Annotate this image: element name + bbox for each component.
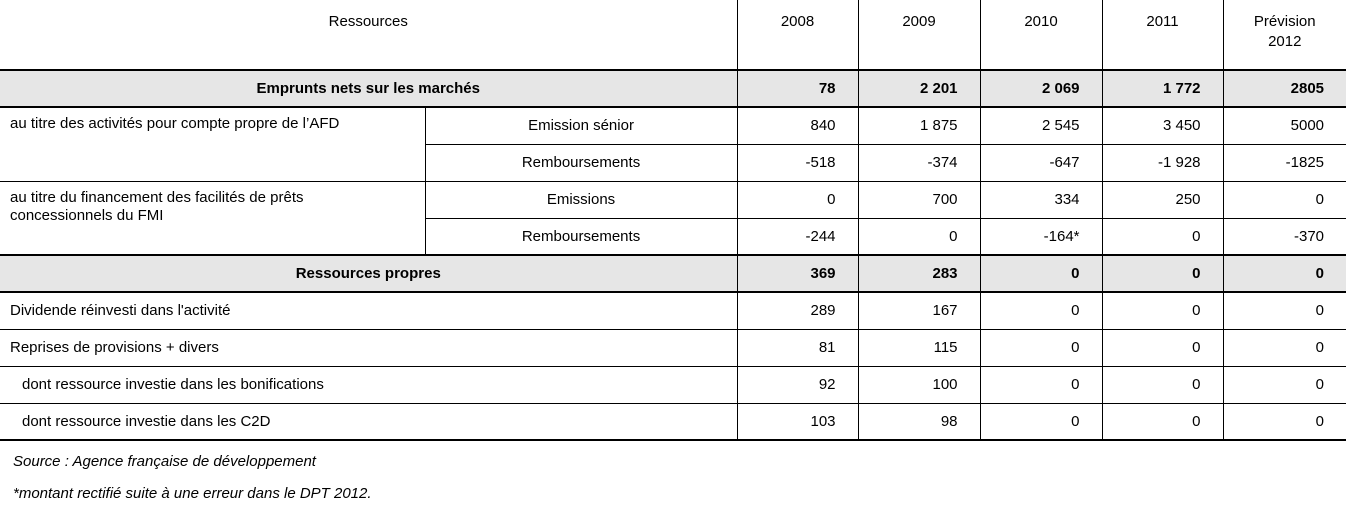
group-label-afd: au titre des activités pour compte propr… <box>0 106 426 182</box>
row-label: Dividende réinvesti dans l'activité <box>0 291 738 330</box>
data-row-remboursements-afd: Remboursements -518 -374 -647 -1 928 -18… <box>0 143 1347 182</box>
cell-value: 2 545 <box>979 106 1103 145</box>
cell-value: 0 <box>1222 180 1347 219</box>
header-prevision-2012-label: Prévision 2012 <box>1253 13 1316 50</box>
cell-value: 0 <box>1222 291 1347 330</box>
cell-value: 2805 <box>1222 69 1347 108</box>
header-year-2008: 2008 <box>736 0 859 71</box>
section-row-emprunts: Emprunts nets sur les marchés 78 2 201 2… <box>0 69 1347 108</box>
cell-value: 167 <box>857 291 981 330</box>
cell-value: -370 <box>1222 217 1347 256</box>
row-sublabel: Emissions <box>424 180 738 219</box>
cell-value: 0 <box>1101 402 1224 441</box>
correction-footnote: *montant rectifié suite à une erreur dan… <box>13 485 372 502</box>
cell-value: -647 <box>979 143 1103 182</box>
row-label: Reprises de provisions + divers <box>0 328 738 367</box>
data-row-emission-senior: au titre des activités pour compte propr… <box>0 106 1347 182</box>
section-row-ressources-propres: Ressources propres 369 283 0 0 0 <box>0 254 1347 293</box>
cell-value: -164* <box>979 217 1103 256</box>
cell-value: 0 <box>979 328 1103 367</box>
row-sublabel: Emission sénior <box>424 106 738 145</box>
data-row-dont-c2d: dont ressource investie dans les C2D 103… <box>0 402 1347 441</box>
section-label: Ressources propres <box>0 254 738 293</box>
cell-value: 1 875 <box>857 106 981 145</box>
cell-value: 2 069 <box>979 69 1103 108</box>
table-header-row: Ressources 2008 2009 2010 2011 Prévision… <box>0 0 1347 71</box>
cell-value: 334 <box>979 180 1103 219</box>
cell-value: 0 <box>979 402 1103 441</box>
header-prevision-2012: Prévision 2012 <box>1222 0 1347 71</box>
cell-value: 0 <box>1101 254 1224 293</box>
cell-value: 5000 <box>1222 106 1347 145</box>
cell-value: 840 <box>736 106 859 145</box>
cell-value: 0 <box>1222 254 1347 293</box>
header-year-2011: 2011 <box>1101 0 1224 71</box>
cell-value: -374 <box>857 143 981 182</box>
cell-value: 92 <box>736 365 859 404</box>
cell-value: 1 772 <box>1101 69 1224 108</box>
cell-value: 0 <box>736 180 859 219</box>
cell-value: -244 <box>736 217 859 256</box>
table-footer: Source : Agence française de développeme… <box>13 453 1351 502</box>
cell-value: 369 <box>736 254 859 293</box>
cell-value: 283 <box>857 254 981 293</box>
cell-value: 78 <box>736 69 859 108</box>
data-row-dividende: Dividende réinvesti dans l'activité 289 … <box>0 291 1347 330</box>
cell-value: -1 928 <box>1101 143 1224 182</box>
cell-value: 81 <box>736 328 859 367</box>
cell-value: -518 <box>736 143 859 182</box>
cell-value: 0 <box>1222 328 1347 367</box>
cell-value: 0 <box>1101 365 1224 404</box>
cell-value: 0 <box>1101 217 1224 256</box>
row-label: dont ressource investie dans les bonific… <box>0 365 738 404</box>
source-note: Source : Agence française de développeme… <box>13 453 316 470</box>
data-row-reprises: Reprises de provisions + divers 81 115 0… <box>0 328 1347 367</box>
group-label-fmi: au titre du financement des facilités de… <box>0 180 426 256</box>
cell-value: 2 201 <box>857 69 981 108</box>
cell-value: 0 <box>979 291 1103 330</box>
cell-value: 0 <box>979 365 1103 404</box>
cell-value: -1825 <box>1222 143 1347 182</box>
row-sublabel: Remboursements <box>424 217 738 256</box>
cell-value: 115 <box>857 328 981 367</box>
cell-value: 0 <box>1101 328 1224 367</box>
cell-value: 0 <box>1101 291 1224 330</box>
cell-value: 0 <box>979 254 1103 293</box>
section-label: Emprunts nets sur les marchés <box>0 69 738 108</box>
header-year-2009: 2009 <box>857 0 981 71</box>
resources-table: Ressources 2008 2009 2010 2011 Prévision… <box>0 0 1347 441</box>
cell-value: 0 <box>1222 402 1347 441</box>
row-label: dont ressource investie dans les C2D <box>0 402 738 441</box>
row-sublabel: Remboursements <box>424 143 738 182</box>
cell-value: 289 <box>736 291 859 330</box>
data-row-remboursements-fmi: Remboursements -244 0 -164* 0 -370 <box>0 217 1347 256</box>
cell-value: 250 <box>1101 180 1224 219</box>
cell-value: 700 <box>857 180 981 219</box>
cell-value: 3 450 <box>1101 106 1224 145</box>
cell-value: 0 <box>857 217 981 256</box>
cell-value: 100 <box>857 365 981 404</box>
data-row-emissions-fmi: au titre du financement des facilités de… <box>0 180 1347 256</box>
header-ressources: Ressources <box>0 0 738 71</box>
data-row-dont-bonifications: dont ressource investie dans les bonific… <box>0 365 1347 404</box>
header-year-2010: 2010 <box>979 0 1103 71</box>
cell-value: 0 <box>1222 365 1347 404</box>
cell-value: 103 <box>736 402 859 441</box>
cell-value: 98 <box>857 402 981 441</box>
